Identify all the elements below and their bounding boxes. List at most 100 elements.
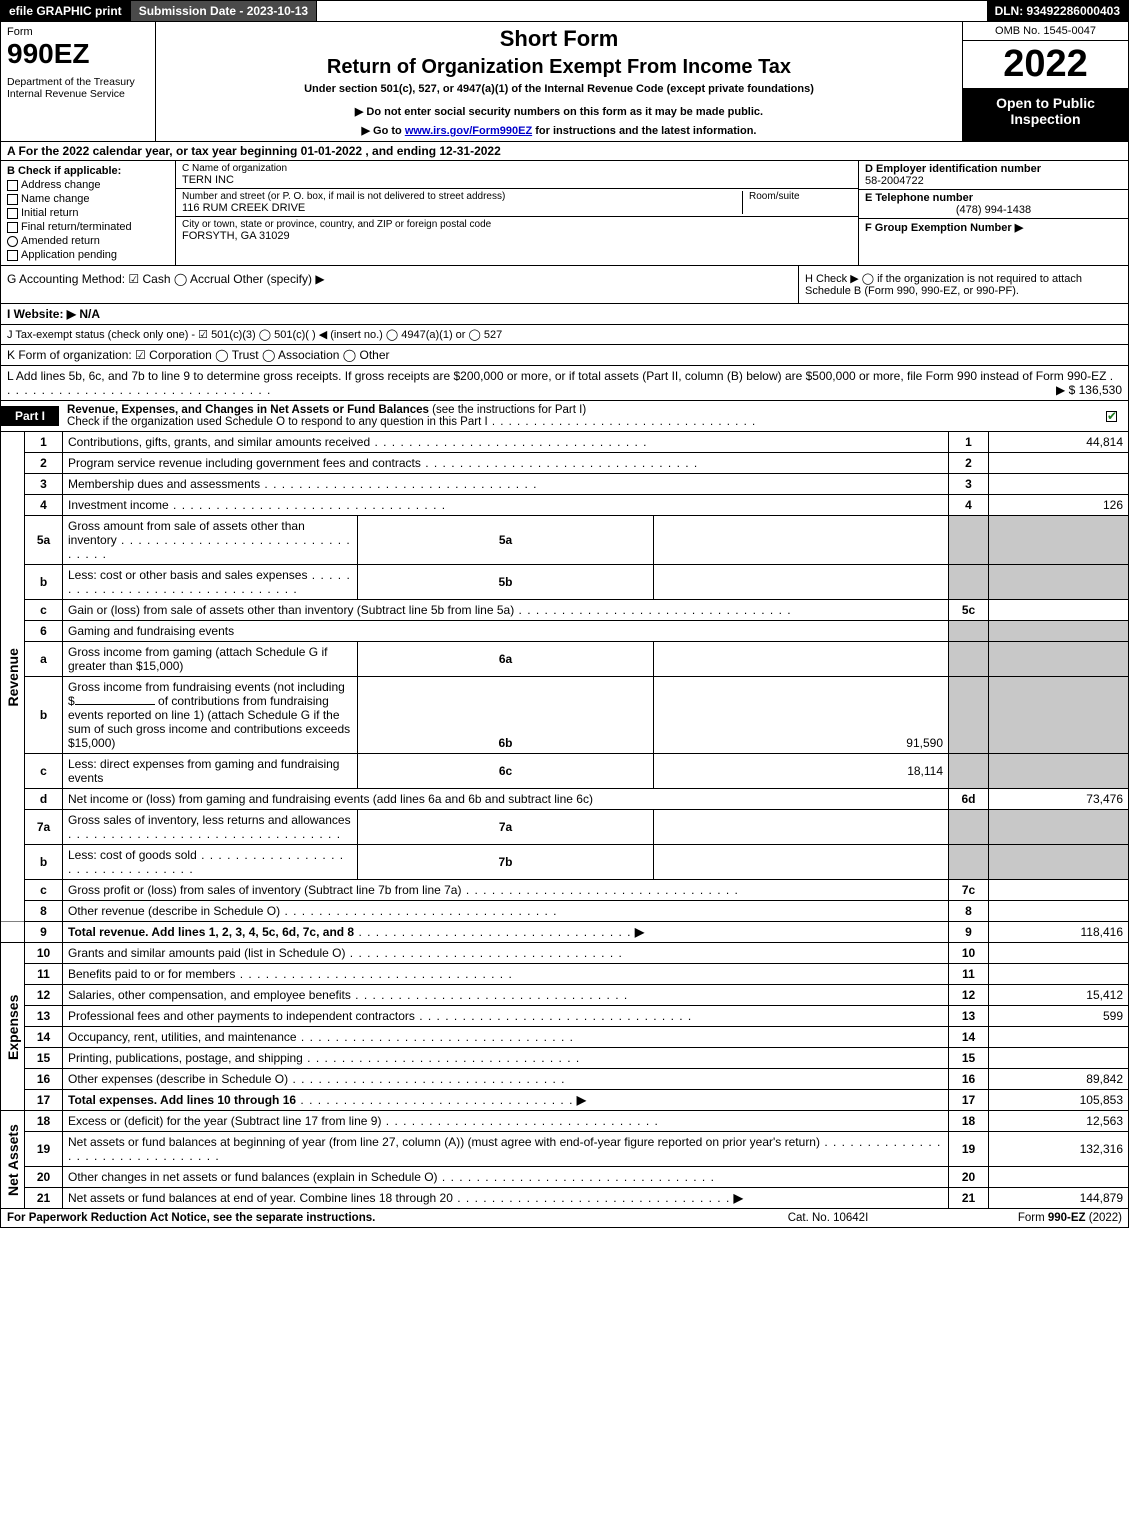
d13: Professional fees and other payments to … [63,1006,949,1027]
amt6-grey [989,621,1129,642]
n8: 8 [25,901,63,922]
ein-value: 58-2004722 [865,175,1122,187]
part1-title-bold: Revenue, Expenses, and Changes in Net As… [67,404,429,416]
line-a: A For the 2022 calendar year, or tax yea… [0,142,1129,161]
chk-name-change[interactable]: Name change [7,193,169,205]
under-section: Under section 501(c), 527, or 4947(a)(1)… [166,83,952,95]
c-street-block: Number and street (or P. O. box, if mail… [176,189,858,217]
c-city-block: City or town, state or province, country… [176,217,858,244]
ln13: 13 [949,1006,989,1027]
d-label: D Employer identification number [865,163,1122,175]
n7a: 7a [25,810,63,845]
amt5a-grey [989,516,1129,565]
side-expenses: Expenses [1,943,25,1111]
irs-link[interactable]: www.irs.gov/Form990EZ [405,125,532,137]
sv6b: 91,590 [653,677,948,754]
n4: 4 [25,495,63,516]
chk-application-pending[interactable]: Application pending [7,249,169,261]
d20: Other changes in net assets or fund bala… [63,1167,949,1188]
chk-address-change[interactable]: Address change [7,179,169,191]
short-form-title: Short Form [166,26,952,52]
d1: Contributions, gifts, grants, and simila… [63,432,949,453]
amt5b-grey [989,565,1129,600]
n5b: b [25,565,63,600]
website-text: I Website: ▶ N/A [7,307,100,321]
d6b: Gross income from fundraising events (no… [63,677,358,754]
sv6a [653,642,948,677]
open-public: Open to Public Inspection [963,89,1128,141]
goto-line: ▶ Go to www.irs.gov/Form990EZ for instru… [166,124,952,137]
f-label: F Group Exemption Number ▶ [865,222,1023,234]
d6d: Net income or (loss) from gaming and fun… [63,789,949,810]
amt20 [989,1167,1129,1188]
amt10 [989,943,1129,964]
return-title: Return of Organization Exempt From Incom… [166,56,952,79]
d9: Total revenue. Add lines 1, 2, 3, 4, 5c,… [63,922,949,943]
sub7a: 7a [358,810,653,845]
footer-right: Form 990-EZ (2022) [928,1209,1128,1227]
ln5c: 5c [949,600,989,621]
n17: 17 [25,1090,63,1111]
n13: 13 [25,1006,63,1027]
ln6-grey [949,621,989,642]
ln5a-grey [949,516,989,565]
part1-subtitle: Check if the organization used Schedule … [67,416,488,428]
ln1: 1 [949,432,989,453]
d19: Net assets or fund balances at beginning… [63,1132,949,1167]
amt6b-grey [989,677,1129,754]
d6a: Gross income from gaming (attach Schedul… [63,642,358,677]
side-netassets: Net Assets [1,1111,25,1209]
n11: 11 [25,964,63,985]
d8: Other revenue (describe in Schedule O) [63,901,949,922]
efile-label[interactable]: efile GRAPHIC print [1,1,131,21]
ln19: 19 [949,1132,989,1167]
b-label: B Check if applicable: [7,165,169,177]
n14: 14 [25,1027,63,1048]
sv6c: 18,114 [653,754,948,789]
n12: 12 [25,985,63,1006]
d11: Benefits paid to or for members [63,964,949,985]
phone-value: (478) 994-1438 [865,204,1122,216]
part1-title: Revenue, Expenses, and Changes in Net As… [59,401,1106,431]
submission-date: Submission Date - 2023-10-13 [131,1,317,21]
part1-check[interactable] [1106,409,1128,423]
chk-final-return[interactable]: Final return/terminated [7,221,169,233]
org-name: TERN INC [182,174,852,186]
d15: Printing, publications, postage, and shi… [63,1048,949,1069]
chk-initial-return[interactable]: Initial return [7,207,169,219]
d17: Total expenses. Add lines 10 through 16 … [63,1090,949,1111]
sub6c: 6c [358,754,653,789]
l-amount: ▶ $ 136,530 [1056,383,1122,397]
d-block: D Employer identification number 58-2004… [859,161,1128,190]
ln7c: 7c [949,880,989,901]
amt2 [989,453,1129,474]
sub7b: 7b [358,845,653,880]
dln-label: DLN: 93492286000403 [987,1,1128,21]
line-g: G Accounting Method: ☑ Cash ◯ Accrual Ot… [1,266,798,303]
side-revenue: Revenue [1,432,25,922]
line-h: H Check ▶ ◯ if the organization is not r… [798,266,1128,303]
ln16: 16 [949,1069,989,1090]
sub5b: 5b [358,565,653,600]
ln2: 2 [949,453,989,474]
chk-amended-return[interactable]: Amended return [7,235,169,247]
org-street: 116 RUM CREEK DRIVE [182,202,742,214]
d7a: Gross sales of inventory, less returns a… [63,810,358,845]
n1: 1 [25,432,63,453]
ln12: 12 [949,985,989,1006]
ln11: 11 [949,964,989,985]
ln15: 15 [949,1048,989,1069]
n9: 9 [25,922,63,943]
footer-left: For Paperwork Reduction Act Notice, see … [1,1209,728,1227]
ln8: 8 [949,901,989,922]
ln7b-grey [949,845,989,880]
side-rev-end [1,922,25,943]
ln6a-grey [949,642,989,677]
top-bar: efile GRAPHIC print Submission Date - 20… [0,0,1129,22]
line-k: K Form of organization: ☑ Corporation ◯ … [0,345,1129,366]
amt7a-grey [989,810,1129,845]
d18: Excess or (deficit) for the year (Subtra… [63,1111,949,1132]
goto-pre: ▶ Go to [362,125,405,137]
part1-title-rest: (see the instructions for Part I) [429,404,586,416]
sv7a [653,810,948,845]
